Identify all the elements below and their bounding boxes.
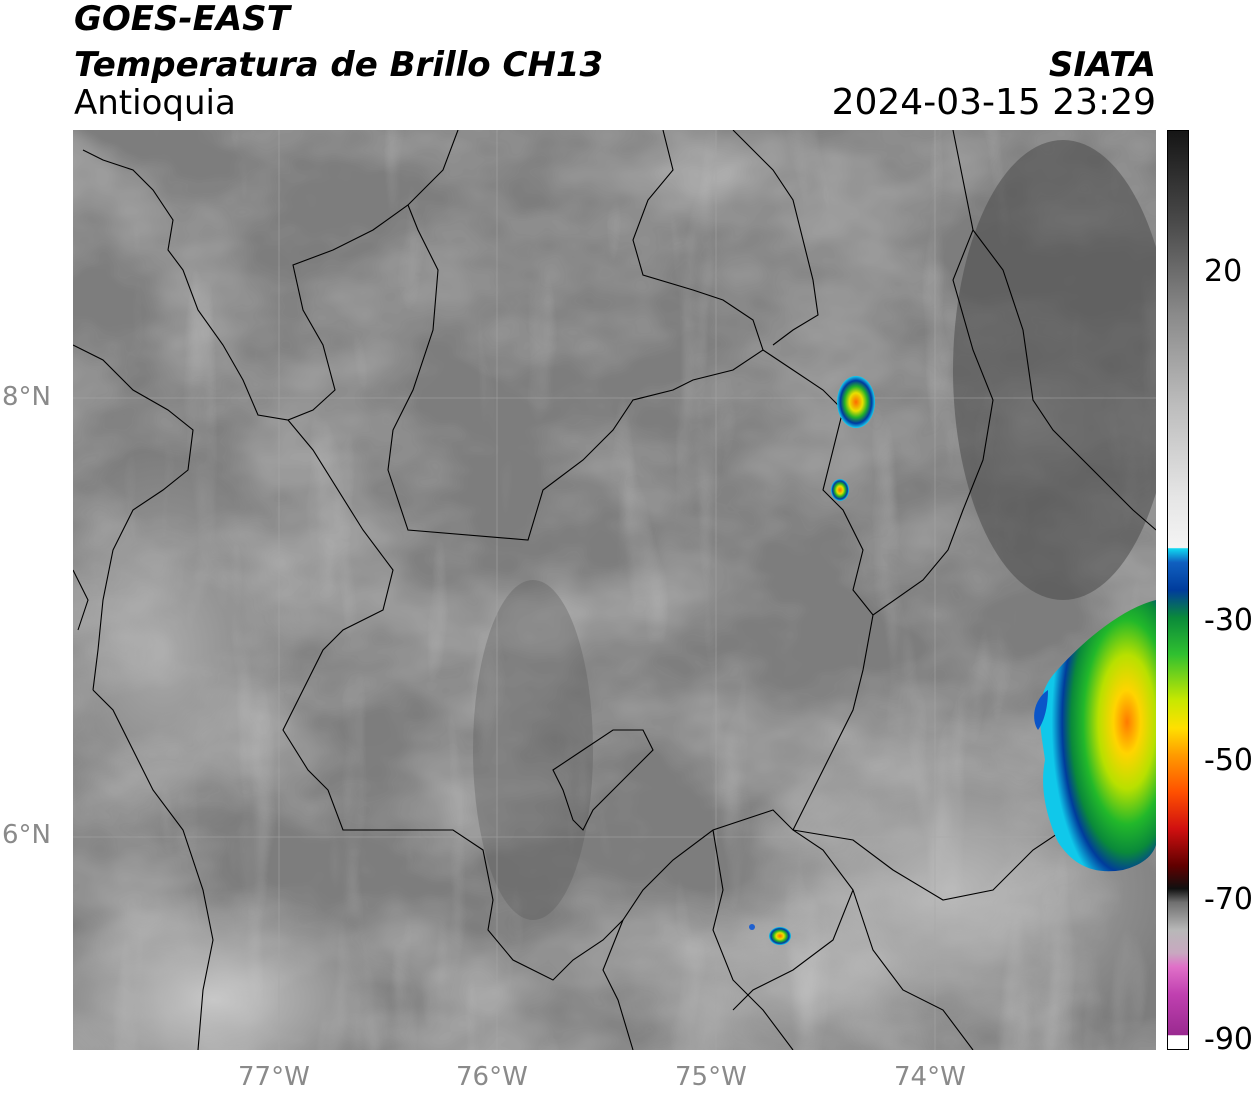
gridlines xyxy=(73,130,1156,1050)
lat-tick-6n: 6°N xyxy=(2,820,51,850)
cundinamarca-boundary xyxy=(852,889,974,1050)
coastline-west xyxy=(73,344,194,691)
colorbar-label-minus90: -90 xyxy=(1204,1022,1252,1057)
product-title: Temperatura de Brillo CH13 xyxy=(74,45,604,85)
storm-edge-east xyxy=(1034,690,1048,730)
colorbar-label-minus30: -30 xyxy=(1204,603,1252,638)
storm-speck xyxy=(749,924,755,930)
caldas-boundary xyxy=(602,919,634,1050)
dark-zone-center xyxy=(473,580,593,920)
colorbar-label-20: 20 xyxy=(1204,254,1243,289)
coast-inlet xyxy=(73,569,89,631)
lon-tick-77w: 77°W xyxy=(238,1062,310,1092)
boundaries xyxy=(73,130,1156,1050)
dark-zone-ne xyxy=(953,140,1156,600)
enclave-boundary xyxy=(552,729,654,831)
lon-tick-75w: 75°W xyxy=(675,1062,747,1092)
light-zone-south xyxy=(613,900,933,1050)
region-label: Antioquia xyxy=(74,83,236,123)
cordoba-boundary xyxy=(387,130,764,541)
lon-tick-74w: 74°W xyxy=(894,1062,966,1092)
lat-tick-8n: 8°N xyxy=(2,382,51,412)
temperature-colorbar xyxy=(1167,130,1189,1050)
light-zone-sw xyxy=(73,890,403,1050)
coastline-north xyxy=(82,130,459,421)
light-zone-west xyxy=(73,450,303,850)
cesar-boundary xyxy=(972,229,1156,531)
lon-tick-76w: 76°W xyxy=(456,1062,528,1092)
colorbar-label-minus70: -70 xyxy=(1204,882,1252,917)
storm-system-east xyxy=(1040,600,1156,872)
colorbar-label-minus50: -50 xyxy=(1204,743,1252,778)
sucre-boundary xyxy=(732,130,819,346)
coastline-southwest xyxy=(92,689,214,1050)
datetime-label: 2024-03-15 23:29 xyxy=(831,82,1156,123)
antioquia-boundary xyxy=(282,419,854,1011)
antioquia-east-boundary xyxy=(792,614,874,831)
storm-cell-south xyxy=(769,927,791,945)
boyaca-boundary xyxy=(712,829,794,1050)
source-label: SIATA xyxy=(1048,45,1156,85)
satellite-map[interactable] xyxy=(73,130,1156,1050)
storm-cell-north xyxy=(837,376,875,428)
satellite-title: GOES-EAST xyxy=(74,0,290,39)
storm-cell-small xyxy=(831,479,849,501)
